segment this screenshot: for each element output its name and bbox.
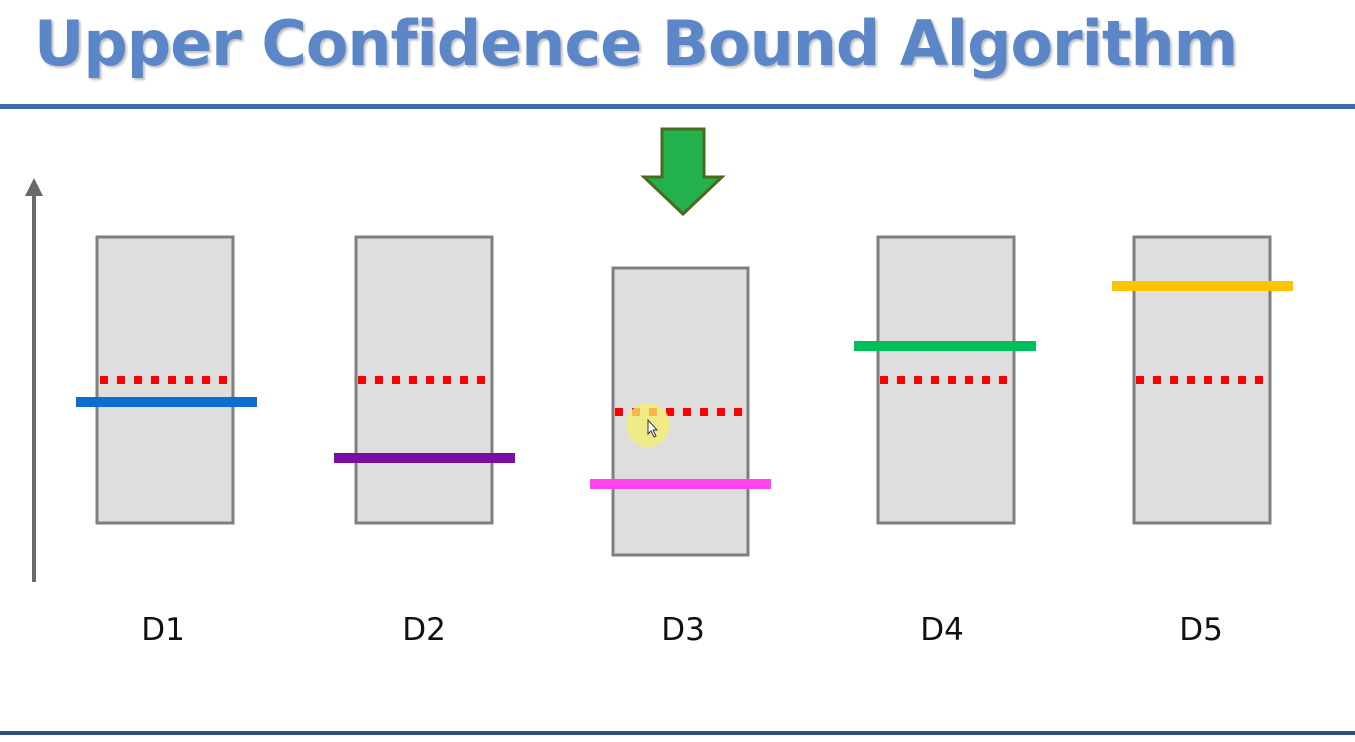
mouse-pointer-icon [647, 418, 659, 438]
selection-down-arrow-icon [640, 127, 726, 217]
page-title: Upper Confidence Bound Algorithm [34, 7, 1238, 80]
machine-label-d1: D1 [141, 612, 185, 648]
title-divider [0, 104, 1355, 109]
machine-label-d5: D5 [1179, 612, 1223, 648]
machine-label-d4: D4 [920, 612, 964, 648]
y-axis-arrowhead-icon [25, 178, 43, 196]
machine-label-d3: D3 [661, 612, 705, 648]
machine-label-d2: D2 [402, 612, 446, 648]
footer-divider [0, 731, 1355, 735]
